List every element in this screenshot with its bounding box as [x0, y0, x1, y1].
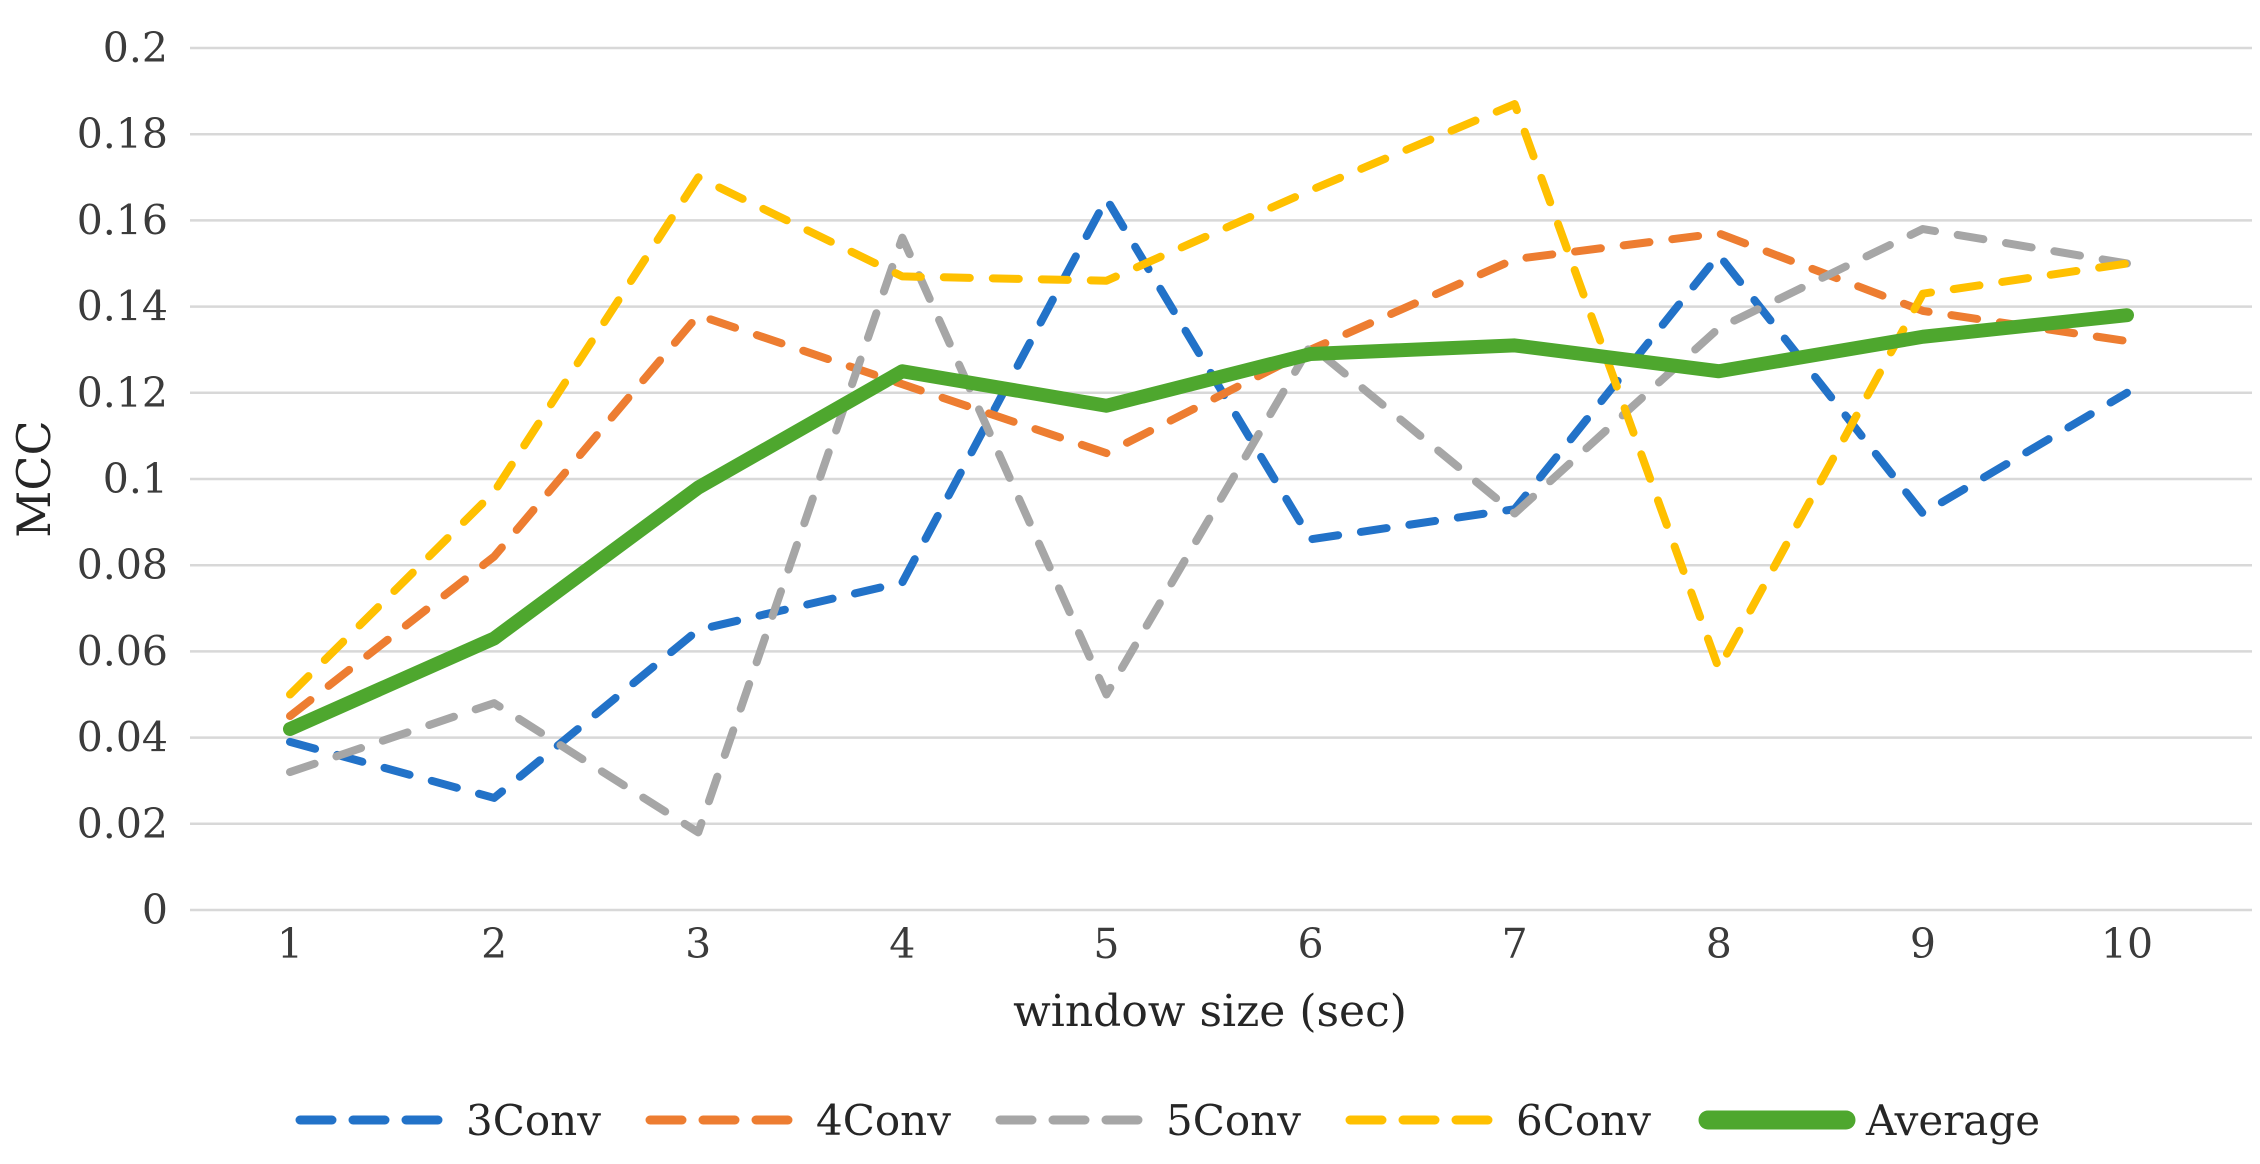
y-tick-label: 0 — [142, 886, 168, 934]
legend-label-3conv: 3Conv — [466, 1096, 601, 1145]
legend-label-average: Average — [1865, 1096, 2040, 1145]
x-tick-label: 7 — [1502, 920, 1528, 968]
x-tick-label: 6 — [1298, 920, 1324, 968]
legend-label-4conv: 4Conv — [816, 1096, 951, 1145]
x-tick-label: 4 — [889, 920, 915, 968]
x-axis-title: window size (sec) — [1013, 986, 1407, 1037]
y-axis-title: MCC — [7, 420, 61, 538]
y-tick-label: 0.06 — [77, 627, 168, 675]
y-tick-label: 0.14 — [77, 283, 168, 331]
y-tick-label: 0.16 — [77, 196, 168, 244]
x-tick-label: 5 — [1093, 920, 1119, 968]
legend-item-average: Average — [1698, 1096, 2040, 1145]
y-tick-label: 0.04 — [77, 714, 168, 762]
x-tick-label: 10 — [2101, 920, 2153, 968]
legend-item-4conv: 4Conv — [645, 1096, 951, 1145]
y-tick-label: 0.02 — [77, 800, 168, 848]
x-tick-label: 2 — [481, 920, 507, 968]
series-line-6conv — [286, 100, 2131, 699]
series-line-4conv — [286, 229, 2131, 721]
legend-label-6conv: 6Conv — [1516, 1096, 1651, 1145]
legend-label-5conv: 5Conv — [1166, 1096, 1301, 1145]
legend-item-6conv: 6Conv — [1345, 1096, 1651, 1145]
x-tick-label: 1 — [277, 920, 303, 968]
y-tick-label: 0.08 — [77, 541, 168, 589]
y-tick-label: 0.12 — [77, 369, 168, 417]
x-tick-label: 3 — [685, 920, 711, 968]
y-tick-label: 0.2 — [103, 24, 168, 72]
series-line-3conv — [286, 194, 2131, 802]
y-tick-label: 0.1 — [103, 455, 168, 503]
x-tick-label: 9 — [1910, 920, 1936, 968]
y-tick-label: 0.18 — [77, 110, 168, 158]
series-line-5conv — [286, 225, 2131, 837]
legend-item-3conv: 3Conv — [295, 1096, 601, 1145]
series-line-average — [283, 308, 2134, 736]
x-tick-label: 8 — [1706, 920, 1732, 968]
legend-item-5conv: 5Conv — [995, 1096, 1301, 1145]
